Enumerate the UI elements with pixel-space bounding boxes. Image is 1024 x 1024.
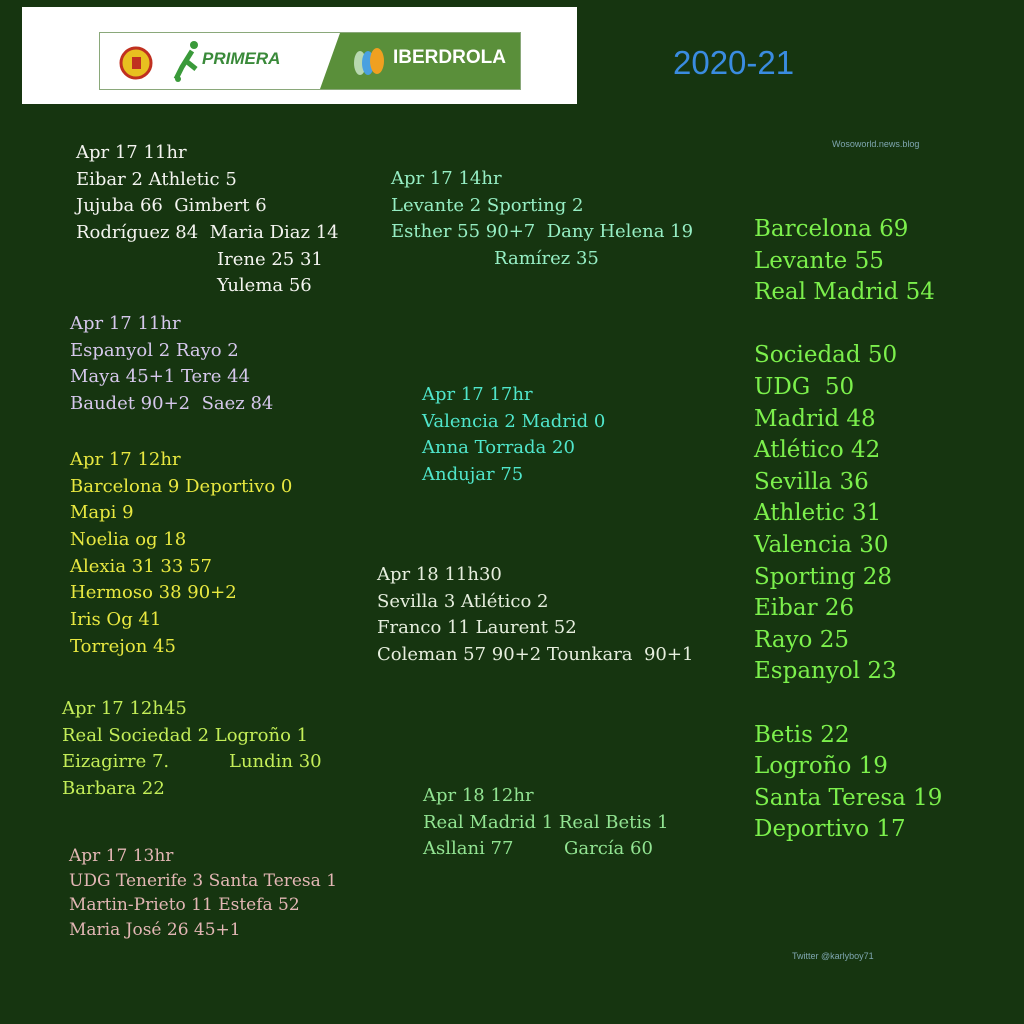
standings-row: Atlético 42 [754,437,881,464]
standings-row: Athletic 31 [754,500,882,527]
standings-row: Sevilla 36 [754,468,869,495]
match-scorers: Ramírez 35 [494,248,599,270]
match-scorers: Jujuba 66 Gimbert 6 [76,195,267,217]
match-scorers: Anna Torrada 20 [422,437,575,459]
match-scorers: García 60 [564,838,653,860]
standings-row: Barcelona 69 [754,216,909,242]
match-score: Eibar 2 Athletic 5 [76,168,237,190]
match-scorers: Irene 25 31 [217,248,323,270]
credit-site: Wosoworld.news.blog [832,139,920,149]
logo-iberdrola-text: IBERDROLA [393,47,506,68]
match-barcelona-deportivo: Apr 17 12hr Barcelona 9 Deportivo 0 Mapi… [70,447,292,661]
match-time: Apr 18 11h30 [377,564,502,585]
match-valencia-madrid: Apr 17 17hr Valencia 2 Madrid 0 Anna Tor… [422,382,605,489]
standings-row: UDG 50 [754,373,855,400]
iberdrola-panel: IBERDROLA [320,33,520,89]
standings-row: Logroño 19 [754,753,888,780]
match-time: Apr 17 12h45 [62,698,187,719]
match-scorers: Eizagirre 7. [62,751,170,773]
standings-spacer [754,309,942,341]
match-scorers: Alexia 31 33 57 [70,555,212,577]
season-title: 2020-21 [673,44,795,81]
match-time: Apr 17 11hr [76,142,187,163]
match-scorers: Esther 55 90+7 Dany Helena 19 [391,221,694,243]
match-sociedad-logrono: Apr 17 12h45 Real Sociedad 2 Logroño 1 E… [62,696,322,803]
standings-row: Real Madrid 54 [754,279,935,306]
match-scorers: Rodríguez 84 Maria Diaz 14 [76,222,339,244]
match-scorers: Lundin 30 [229,751,322,773]
match-levante-sporting: Apr 17 14hr Levante 2 Sporting 2 Esther … [391,166,693,273]
match-scorers: Baudet 90+2 Saez 84 [70,393,274,415]
match-score: Real Madrid 1 Real Betis 1 [423,811,669,833]
match-scorers: Maria José 26 45+1 [69,920,241,941]
standings-row: Sporting 28 [754,563,893,590]
match-scorers: Asllani 77 [423,838,514,860]
standings-spacer [754,688,942,720]
standings-row: Levante 55 [754,247,884,274]
standings-row: Valencia 30 [754,531,889,558]
iberdrola-leaf-icon [354,48,384,75]
standings-row: Rayo 25 [754,626,849,653]
standings-row: Sociedad 50 [754,342,898,369]
credit-twitter: Twitter @karlyboy71 [792,951,874,961]
match-scorers: Torrejon 45 [70,635,176,657]
match-time: Apr 18 12hr [423,785,534,806]
match-scorers: Iris Og 41 [70,609,162,631]
match-scorers: Noelia og 18 [70,529,187,551]
standings-row: Deportivo 17 [754,816,906,843]
match-time: Apr 17 14hr [391,168,502,189]
standings-row: Betis 22 [754,721,850,748]
match-scorers: Yulema 56 [217,275,312,297]
standings-row: Madrid 48 [754,405,876,432]
match-scorers-row: Asllani 77 García 60 [423,836,669,863]
match-time: Apr 17 17hr [422,384,533,405]
match-scorers: Coleman 57 90+2 Tounkara 90+1 [377,644,694,666]
player-silhouette-icon [173,41,198,82]
match-real-madrid-betis: Apr 18 12hr Real Madrid 1 Real Betis 1 A… [423,783,669,863]
match-scorers-row: Eizagirre 7. Lundin 30 [62,749,322,776]
league-logo-banner: PRIMERA IBERDROLA [22,7,577,104]
federation-crest-icon [119,46,153,80]
match-udg-santa-teresa: Apr 17 13hr UDG Tenerife 3 Santa Teresa … [69,844,337,943]
standings-row: Santa Teresa 19 [754,784,943,811]
match-time: Apr 17 12hr [70,449,181,470]
standings-row: Eibar 26 [754,595,855,622]
match-score: Espanyol 2 Rayo 2 [70,339,239,361]
match-scorers: Martin-Prieto 11 Estefa 52 [69,895,300,916]
match-score: Real Sociedad 2 Logroño 1 [62,724,309,746]
match-sevilla-atletico: Apr 18 11h30 Sevilla 3 Atlético 2 Franco… [377,562,693,669]
match-score: Barcelona 9 Deportivo 0 [70,475,293,497]
match-scorers: Maya 45+1 Tere 44 [70,366,251,388]
standings-row: Espanyol 23 [754,658,897,685]
standings-table: Barcelona 69 Levante 55 Real Madrid 54 S… [754,214,942,846]
match-scorers: Hermoso 38 90+2 [70,582,237,604]
match-score: UDG Tenerife 3 Santa Teresa 1 [69,870,338,891]
match-eibar-athletic: Apr 17 11hr Eibar 2 Athletic 5 Jujuba 66… [76,140,339,300]
match-score: Levante 2 Sporting 2 [391,194,584,216]
match-scorers: Franco 11 Laurent 52 [377,617,577,639]
match-time: Apr 17 13hr [69,846,174,866]
match-time: Apr 17 11hr [70,313,181,334]
match-scorers: Andujar 75 [422,464,524,486]
match-score: Valencia 2 Madrid 0 [422,410,606,432]
match-scorers: Mapi 9 [70,502,134,524]
match-score: Sevilla 3 Atlético 2 [377,590,549,612]
match-espanyol-rayo: Apr 17 11hr Espanyol 2 Rayo 2 Maya 45+1 … [70,311,273,418]
logo-frame: PRIMERA IBERDROLA [99,32,521,90]
logo-primera-text: PRIMERA [202,49,281,68]
match-scorers: Barbara 22 [62,778,165,800]
